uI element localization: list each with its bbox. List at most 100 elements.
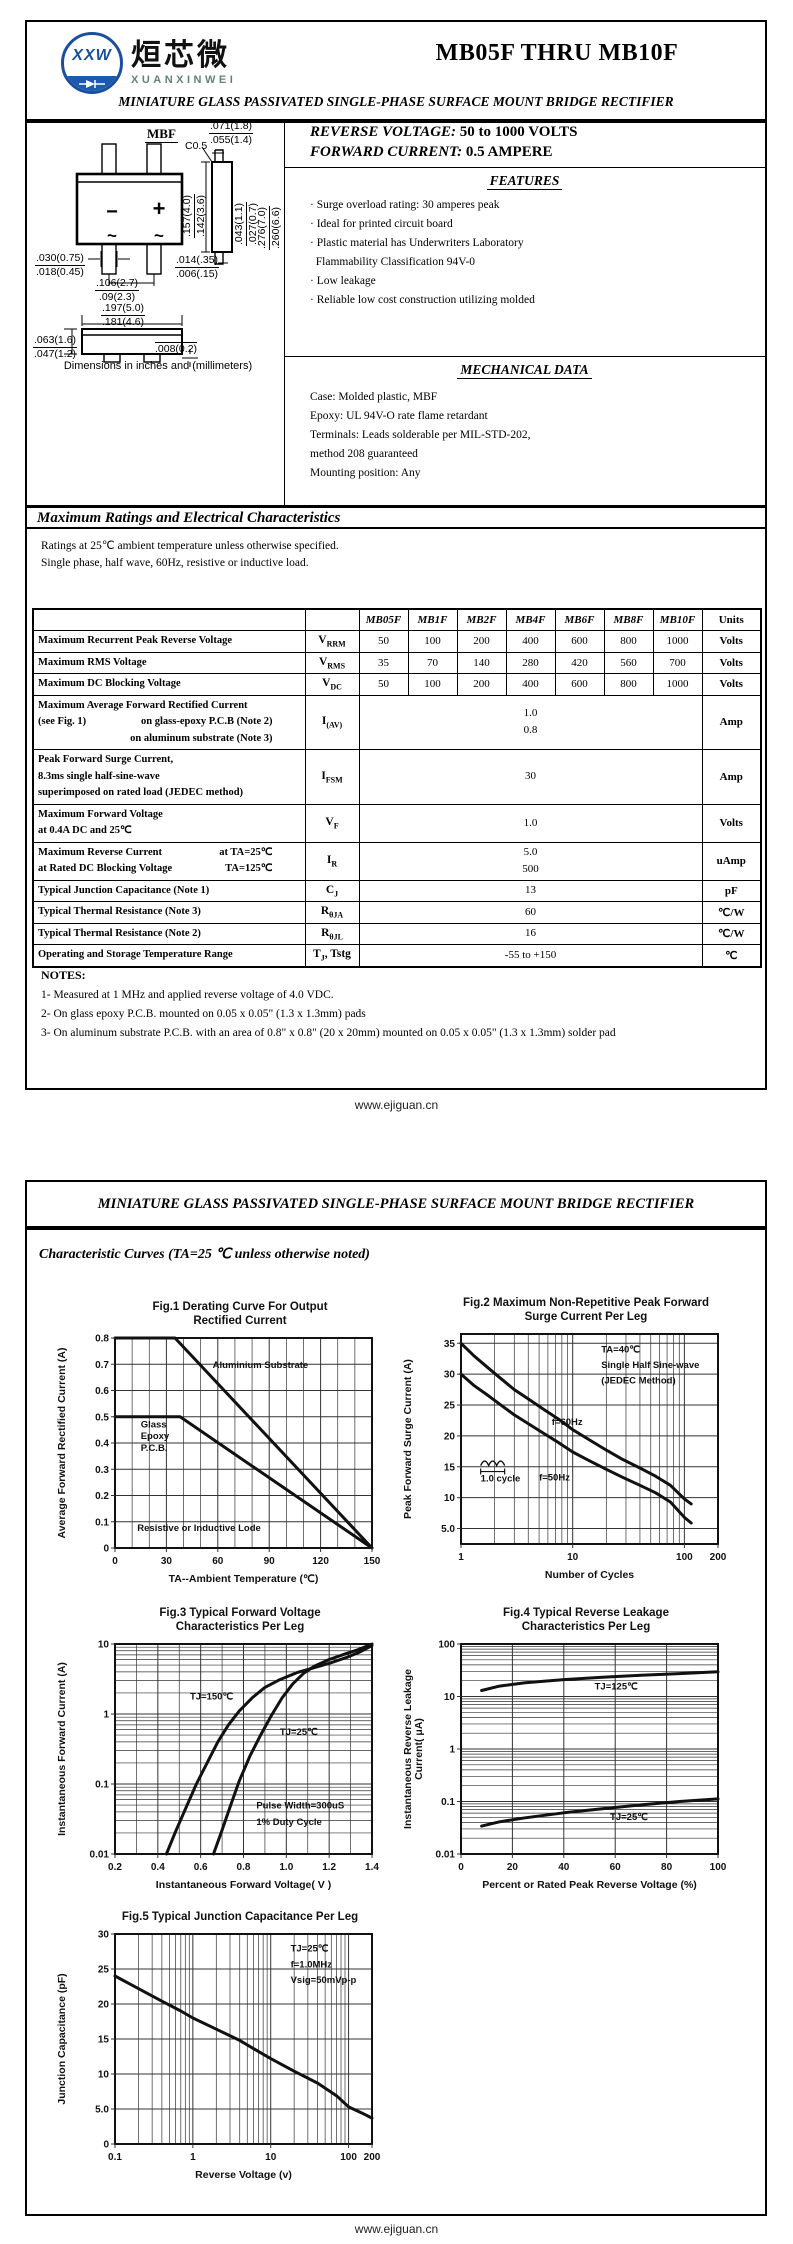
logo-text: 烜芯微 XUANXINWEI	[131, 40, 236, 87]
logo-diode-icon	[64, 76, 120, 91]
parameter-line: superimposed on rated load (JEDEC method…	[38, 787, 244, 798]
merged-value-line: 60	[525, 905, 536, 918]
feature-item: · Surge overload rating: 30 amperes peak	[310, 199, 500, 211]
annotation: 1% Duty Cycle	[256, 1817, 321, 1828]
annotation: Glass	[141, 1419, 167, 1430]
annotation: TJ=150℃	[190, 1692, 233, 1703]
x-tick-label: 20	[507, 1862, 519, 1873]
dim-label: .018(0.45)	[36, 265, 84, 278]
value-cell: 600	[554, 630, 605, 653]
parameter-cell: Maximum Recurrent Peak Reverse Voltage	[32, 630, 306, 653]
units-cell: ℃/W	[701, 922, 762, 945]
parameter-line: on aluminum substrate (Note 3)	[130, 732, 273, 744]
merged-value-cell: 13	[358, 879, 703, 902]
x-tick-label: 30	[161, 1556, 173, 1567]
note-item: 3- On aluminum substrate P.C.B. with an …	[41, 1027, 616, 1039]
y-tick-label: 1	[449, 1745, 455, 1756]
x-tick-label: 0	[458, 1862, 464, 1873]
annotation: TJ=25℃	[610, 1812, 648, 1823]
package-name: MBF	[145, 126, 178, 143]
value-cell: 400	[505, 630, 556, 653]
parameter-line: Maximum Recurrent Peak Reverse Voltage	[38, 635, 233, 646]
page2-header: MINIATURE GLASS PASSIVATED SINGLE-PHASE …	[97, 1196, 695, 1212]
merged-value-line: -55 to +150	[504, 948, 557, 961]
symbol-cell: VRRM	[304, 630, 360, 653]
x-tick-label: 10	[265, 2152, 277, 2163]
merged-value-cell: 60	[358, 901, 703, 924]
wave-icon	[480, 1460, 506, 1468]
dim-label: .047(1.2)	[34, 347, 77, 360]
merged-value-cell: -55 to +150	[358, 944, 703, 967]
parameter-line: Operating and Storage Temperature Range	[38, 949, 233, 960]
fig3-series	[212, 1642, 374, 1856]
fig5-plot: 0.1 1 10 100 200 0 5.0 10 15 20 25 30 Reverse Voltag…	[56, 1930, 381, 2182]
x-tick-label: 0.8	[237, 1862, 251, 1873]
merged-value-cell: 16	[358, 922, 703, 945]
y-tick-label: 1	[103, 1710, 109, 1721]
fig2-title: Fig.2 Maximum Non-Repetitive Peak Forwar…	[462, 1297, 710, 1323]
merged-value-line: 16	[525, 927, 536, 940]
features-title-text: FEATURES	[486, 173, 563, 190]
x-axis-label: TA--Ambient Temperature (℃)	[169, 1573, 319, 1585]
y-tick-label: 10	[98, 2070, 110, 2081]
page-1: XXW 烜芯微 XUANXINWEI MB05F THRU MB10F MINI…	[25, 20, 767, 1090]
mechanical-data-title-text: MECHANICAL DATA	[457, 362, 592, 379]
y-axis-label: Instantaneous Forward Current (A)	[56, 1662, 68, 1836]
parameter-line: (see Fig. 1) on glass-epoxy P.C.B (Note 2…	[38, 716, 273, 727]
y-tick-label: 5.0	[441, 1524, 455, 1535]
parameter-cell: Maximum Reverse Current at TA=25℃ at Rated…	[32, 841, 306, 881]
dim-body-width: .197(5.0) .181(4.6)	[101, 302, 146, 328]
parameter-line: at 0.4A DC and 25℃	[38, 825, 132, 836]
y-tick-label: 15	[98, 2035, 110, 2046]
annotation: TJ=25℃	[280, 1727, 318, 1738]
dim-label: .006(.15)	[176, 267, 219, 280]
x-tick-label: 0.2	[108, 1862, 122, 1873]
parameter-line: Peak Forward Surge Current,	[38, 754, 174, 765]
annotation: f=50Hz	[539, 1472, 570, 1483]
logo-xxw-text: XXW	[72, 47, 112, 64]
reverse-voltage-value: 50 to 1000 VOLTS	[459, 124, 578, 140]
parameter-line: Maximum Forward Voltage	[38, 808, 163, 820]
y-tick-label: 0.6	[95, 1386, 109, 1397]
x-tick-label: 1	[190, 2152, 196, 2163]
y-tick-label: 0	[103, 2140, 109, 2151]
symbol-cell: TJ, Tstg	[304, 944, 360, 967]
fig1-series	[113, 1336, 374, 1550]
dim-lead-top: .071(1.8) .055(1.4)	[209, 120, 254, 146]
y-tick-label: 20	[444, 1431, 456, 1442]
parameter-line: Maximum Average Forward Rectified Curren…	[38, 699, 248, 711]
divider	[284, 167, 765, 168]
value-cell: 100	[407, 673, 458, 696]
y-tick-label: 0.01	[90, 1850, 110, 1861]
parameter-line: Typical Thermal Resistance (Note 3)	[38, 906, 201, 917]
units-cell: Volts	[701, 673, 762, 696]
column-divider	[284, 122, 285, 505]
annotation: f=60Hz	[552, 1417, 583, 1428]
x-tick-label: 90	[264, 1556, 276, 1567]
x-axis-label: Instantaneous Forward Voltage( V )	[156, 1879, 331, 1891]
dim-label: .043(1.1)	[233, 201, 247, 246]
annotation: (JEDEC Method)	[601, 1375, 675, 1386]
x-tick-label: 10	[567, 1552, 579, 1563]
dim-label: .063(1.6)	[33, 334, 78, 348]
y-axis-label: Peak Forward Surge Current (A)	[402, 1359, 414, 1519]
merged-value-line: 500	[522, 863, 539, 875]
dim-label: .197(5.0)	[101, 302, 146, 316]
notes-title: NOTES:	[41, 968, 86, 982]
fig2-surge-current: Fig.2 Maximum Non-Repetitive Peak Forwar…	[399, 1296, 734, 1593]
x-tick-label: 1.0	[279, 1862, 293, 1873]
value-cell: 50	[358, 673, 409, 696]
annotation: Single Half Sine-wave	[601, 1360, 699, 1371]
symbol-cell: VDC	[304, 673, 360, 696]
ratings-band-title: Maximum Ratings and Electrical Character…	[37, 510, 341, 526]
dim-label: .157(4.0)	[181, 193, 195, 238]
fig4-series	[480, 1670, 720, 1692]
features-title: FEATURES	[284, 173, 765, 190]
parameter-line: Maximum DC Blocking Voltage	[38, 678, 181, 689]
mechanical-data-item: method 208 guaranteed	[310, 448, 418, 460]
fig3-title: Fig.3 Typical Forward Voltage Characteris…	[159, 1607, 321, 1633]
feature-item: · Reliable low cost construction utilizi…	[310, 294, 535, 306]
value-cell: 140	[456, 651, 507, 674]
units-cell: pF	[701, 879, 762, 902]
